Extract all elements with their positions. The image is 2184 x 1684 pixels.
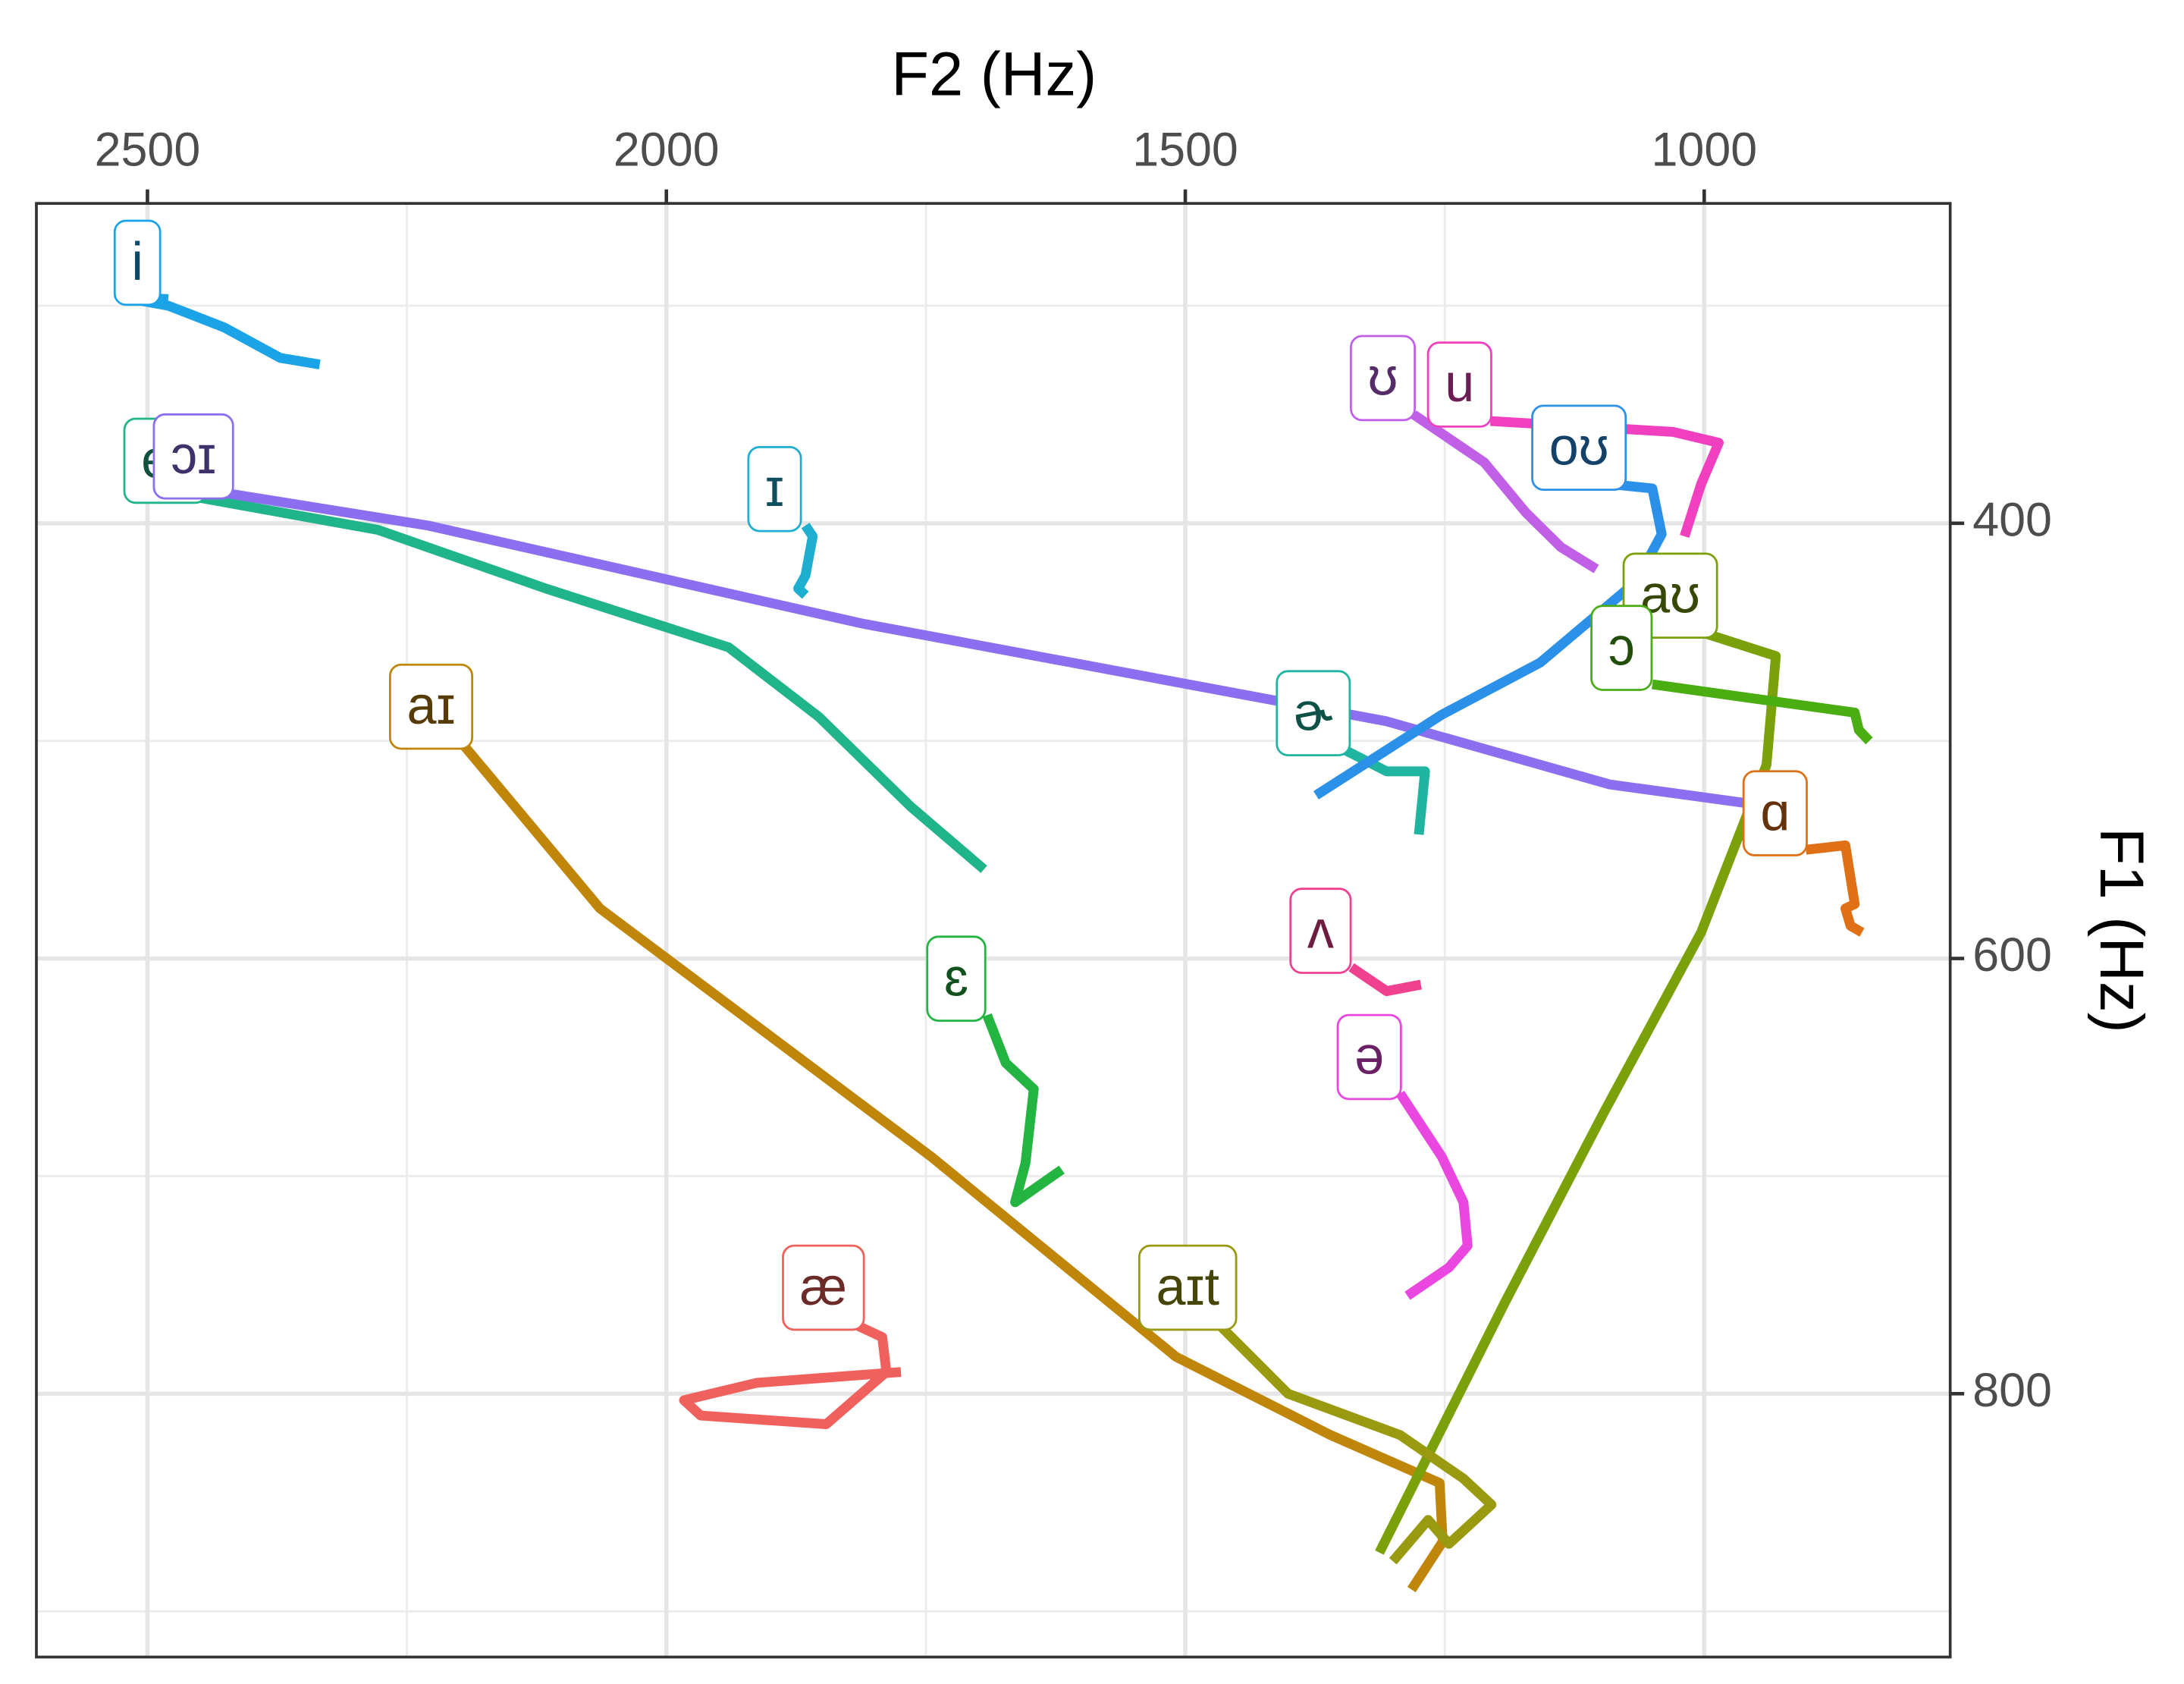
x-tick-label: 1500 [1132, 123, 1238, 176]
trajectory [793, 523, 818, 599]
trajectory [679, 1319, 902, 1429]
legend-label: ɔ [1608, 616, 1635, 676]
y-tick-label: 400 [1972, 493, 2052, 546]
vowel-label: ɚ [1276, 670, 1351, 756]
vowel-label: ʊ [1350, 335, 1416, 422]
legend-label: ɔɪ [171, 425, 216, 485]
legend-label: aɪt [1156, 1256, 1219, 1316]
legend-label: ɪ [765, 457, 784, 517]
vowel-label: aɪt [1138, 1244, 1238, 1331]
label-box [1590, 605, 1653, 691]
vowel-label: ɪ [747, 445, 802, 533]
vowel-label: ʌ [1289, 888, 1352, 974]
vowel-label: ə [1336, 1013, 1402, 1101]
label-box [1289, 888, 1352, 974]
vowel-label: æ [782, 1244, 865, 1331]
x-axis-title: F2 (Hz) [891, 39, 1097, 108]
vowel-label: ɛ [926, 935, 987, 1022]
vowel-label: ɔɪ [152, 413, 234, 500]
legend-label: ɛ [944, 947, 968, 1007]
trajectory [195, 492, 987, 873]
vowel-label: oʊ [1531, 404, 1627, 491]
legend-label: ʌ [1307, 899, 1334, 959]
label-box [782, 1244, 865, 1331]
label-box [1531, 404, 1627, 491]
vowel-label: ɑ [1742, 770, 1808, 856]
label-box [388, 663, 474, 750]
label-box [1336, 1013, 1402, 1101]
x-tick-label: 2000 [613, 123, 720, 176]
legend-label: oʊ [1549, 416, 1609, 476]
trajectory [1375, 627, 1781, 1555]
x-tick-label: 2500 [95, 123, 201, 176]
label-box [113, 219, 162, 306]
label-box [926, 935, 987, 1022]
label-box [1276, 670, 1351, 756]
trajectory [1348, 963, 1422, 997]
vowel-label: i [113, 219, 162, 306]
trajectory [1410, 410, 1599, 573]
trajectory [1652, 679, 1873, 745]
legend-label: ɚ [1294, 681, 1333, 741]
label-box [747, 445, 802, 533]
trajectory [1805, 840, 1865, 937]
legend-label: ʊ [1368, 347, 1398, 407]
legend-label: i [131, 231, 143, 291]
legend-label: ə [1354, 1026, 1384, 1085]
trajectory [982, 1013, 1065, 1208]
label-box [1426, 341, 1492, 428]
x-tick-label: 1000 [1652, 123, 1758, 176]
y-axis-title: F1 (Hz) [2087, 828, 2156, 1033]
legend-label: u [1445, 353, 1474, 413]
label-box [1742, 770, 1808, 856]
legend-label: æ [800, 1256, 847, 1316]
plot-border [35, 202, 1952, 1659]
vowel-label: ɔ [1590, 605, 1653, 691]
label-box [152, 413, 234, 500]
legend-label: aɪ [407, 675, 456, 735]
trajectory [1395, 1090, 1473, 1300]
y-tick-label: 600 [1972, 928, 2052, 982]
vowel-label: aɪ [388, 663, 474, 750]
trajectory [1215, 1320, 1497, 1565]
legend-label: ɑ [1760, 781, 1790, 841]
y-tick-label: 800 [1972, 1364, 2052, 1417]
label-box [1350, 335, 1416, 422]
vowel-label: u [1426, 341, 1492, 428]
label-box [1138, 1244, 1238, 1331]
